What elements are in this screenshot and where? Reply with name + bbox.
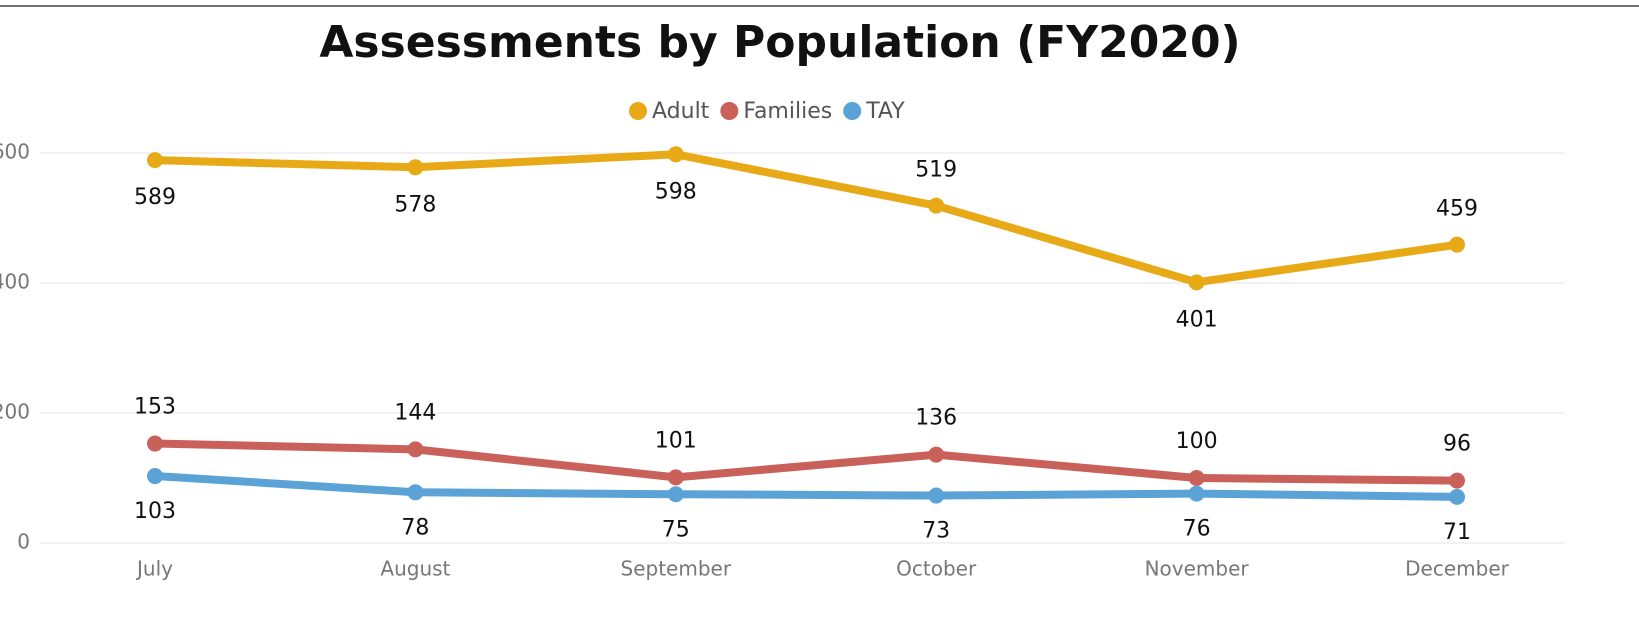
data-label: 96 [1443,432,1471,457]
data-point [147,152,163,169]
data-point [667,146,684,163]
data-point [1188,470,1205,486]
legend-label: Adult [652,99,710,124]
data-point [1449,236,1465,253]
y-tick-label: 200 [0,400,30,424]
data-point [147,468,163,485]
data-label: 459 [1436,197,1478,222]
data-label: 103 [134,499,176,524]
legend-label: Families [743,99,832,124]
x-tick-label: October [896,557,977,581]
x-tick-label: July [135,557,173,581]
x-tick-label: December [1405,557,1509,581]
data-label: 78 [401,515,429,540]
data-label: 73 [922,519,950,544]
data-label: 76 [1183,517,1211,542]
data-label: 578 [394,192,436,217]
chart-title: Assessments by Population (FY2020) [319,17,1240,68]
legend-marker [629,102,647,120]
data-point [407,159,424,176]
data-label: 598 [655,179,697,204]
data-label: 401 [1176,307,1218,332]
data-point [1449,472,1465,489]
data-point [667,469,684,486]
data-point [147,435,163,452]
data-label: 101 [655,428,697,453]
y-tick-label: 400 [0,270,30,294]
data-point [928,197,945,214]
data-label: 71 [1443,520,1471,545]
data-label: 519 [915,158,957,183]
y-tick-label: 0 [17,530,30,554]
data-label: 136 [915,406,957,431]
data-label: 75 [662,517,690,542]
series-line [154,439,1458,485]
data-point [1188,274,1205,291]
legend-marker [843,102,862,120]
series-line [154,150,1458,287]
data-point [407,441,424,458]
y-tick-label: 600 [0,140,30,164]
data-point [928,487,945,504]
x-tick-label: September [621,557,732,581]
data-label: 589 [134,185,176,210]
data-label: 153 [134,395,176,420]
data-point [928,446,945,463]
data-label: 100 [1176,429,1218,454]
data-point [1188,485,1205,502]
data-label: 144 [394,400,436,425]
legend-marker [720,102,739,120]
data-point [407,484,424,501]
x-tick-label: November [1145,557,1250,581]
data-point [667,486,684,503]
series-line [154,472,1458,501]
legend-label: TAY [865,99,905,124]
x-tick-label: August [380,557,450,581]
data-point [1449,488,1465,505]
